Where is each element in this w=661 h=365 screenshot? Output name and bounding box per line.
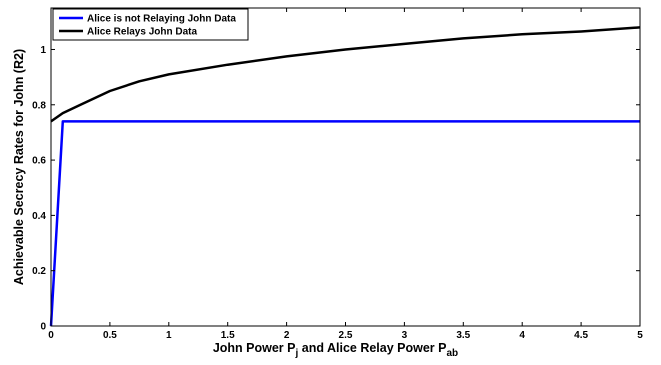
x-tick-label: 4.5	[574, 330, 588, 341]
legend-box	[52, 8, 249, 41]
x-axis-label-part2: and Alice Relay Power P	[298, 341, 446, 355]
x-tick-label: 5	[637, 330, 643, 341]
series-line-1	[49, 120, 640, 327]
legend-label-1: Alice is not Relaying John Data	[87, 14, 236, 25]
x-tick-label: 1	[166, 330, 172, 341]
x-axis-label-sub1: j	[294, 348, 298, 359]
x-tick-label: 0.5	[103, 330, 117, 341]
y-tick-label: 0.2	[32, 266, 46, 277]
legend-label-2: Alice Relays John Data	[87, 27, 197, 38]
x-axis-label-sub2: ab	[446, 348, 458, 359]
series-line-2	[50, 26, 641, 123]
x-tick-label: 2.5	[339, 330, 353, 341]
y-tick-label: 0.8	[32, 100, 46, 111]
y-tick-label: 0	[40, 322, 46, 333]
y-tick-label: 0.4	[32, 211, 46, 222]
x-tick-label: 0	[48, 330, 54, 341]
y-axis-label: Achievable Secrecy Rates for John (R2)	[12, 49, 26, 285]
x-axis-label-part1: John Power P	[213, 341, 296, 355]
x-tick-label: 3.5	[456, 330, 470, 341]
x-tick-label: 3	[402, 330, 408, 341]
y-tick-label: 1	[40, 45, 46, 56]
y-tick-label: 0.6	[32, 156, 46, 167]
x-tick-label: 2	[284, 330, 290, 341]
x-tick-label: 1.5	[221, 330, 235, 341]
x-tick-label: 4	[519, 330, 525, 341]
x-axis-label: John Power Pj and Alice Relay Power Pab	[213, 341, 458, 359]
plot-frame	[50, 7, 641, 327]
